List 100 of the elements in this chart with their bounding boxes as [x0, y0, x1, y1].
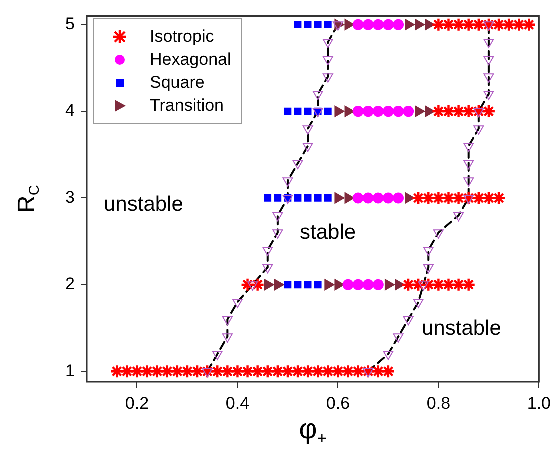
point	[425, 19, 436, 31]
point	[332, 22, 344, 31]
point	[393, 192, 404, 204]
point	[415, 106, 426, 118]
point	[484, 38, 494, 48]
point	[454, 212, 464, 222]
point	[413, 299, 424, 308]
point	[272, 230, 284, 239]
point	[393, 19, 404, 30]
x-tick-label: 0.4	[226, 394, 250, 413]
point	[484, 74, 494, 83]
point	[464, 194, 474, 204]
point	[302, 126, 314, 135]
point	[314, 194, 322, 202]
point	[264, 194, 272, 202]
point	[304, 21, 312, 29]
point	[403, 316, 414, 326]
point	[212, 351, 223, 360]
point	[425, 106, 436, 118]
point	[312, 90, 324, 100]
point	[282, 178, 294, 187]
point	[284, 108, 292, 116]
point	[484, 22, 494, 31]
y-tick-label: 4	[66, 101, 75, 120]
y-tick-label: 1	[66, 361, 75, 380]
point	[294, 194, 302, 202]
point	[433, 230, 444, 239]
point	[222, 334, 233, 343]
point	[322, 56, 334, 66]
point	[334, 192, 345, 204]
point	[474, 126, 484, 135]
x-tick-label: 1.0	[527, 394, 552, 413]
point	[382, 106, 394, 118]
point	[272, 212, 284, 222]
point	[372, 106, 384, 118]
point	[282, 194, 294, 204]
point	[393, 334, 404, 343]
point	[304, 281, 312, 289]
y-tick-label: 3	[66, 188, 75, 207]
x-tick-label: 0.2	[125, 394, 150, 413]
point	[405, 19, 416, 31]
point	[324, 108, 332, 116]
annotation: unstable	[422, 316, 502, 342]
point	[314, 21, 322, 29]
point	[464, 178, 474, 187]
legend-label: Isotropic	[150, 26, 214, 46]
point	[352, 192, 364, 204]
point	[322, 74, 334, 83]
point	[352, 279, 364, 290]
annotation: unstable	[104, 192, 184, 218]
point	[274, 194, 282, 202]
point	[372, 279, 384, 290]
point	[262, 246, 274, 256]
point	[202, 368, 213, 378]
point	[423, 264, 434, 274]
x-tick-label: 0.6	[326, 394, 350, 413]
point	[232, 299, 243, 308]
point	[314, 281, 322, 289]
point	[362, 106, 374, 118]
point	[352, 19, 364, 30]
point	[342, 279, 354, 290]
point	[324, 21, 332, 29]
y-tick-label: 2	[66, 274, 75, 294]
point	[423, 246, 434, 256]
point	[372, 19, 384, 30]
point	[362, 19, 374, 30]
point	[284, 281, 292, 289]
legend-label: Square	[150, 72, 205, 92]
point	[294, 281, 302, 289]
point	[274, 279, 284, 291]
point	[294, 21, 302, 29]
point	[322, 38, 334, 48]
point	[415, 19, 426, 31]
point	[418, 282, 429, 291]
point	[382, 192, 394, 204]
point	[363, 368, 374, 378]
point	[222, 316, 233, 326]
x-tick-label: 0.8	[426, 394, 451, 413]
point	[362, 192, 374, 204]
point	[362, 279, 374, 290]
point	[312, 108, 324, 118]
point	[484, 56, 494, 66]
point	[403, 106, 414, 118]
point	[393, 106, 404, 118]
y-axis-title: RC	[14, 185, 44, 213]
point	[294, 108, 302, 116]
point	[262, 264, 274, 274]
point	[302, 142, 314, 152]
point	[304, 194, 312, 202]
point	[248, 282, 258, 291]
point	[464, 160, 474, 170]
point	[383, 351, 394, 360]
legend-label: Transition	[150, 96, 224, 116]
point	[352, 106, 364, 118]
point	[474, 108, 484, 118]
point	[372, 192, 384, 204]
legend-label: Hexagonal	[150, 50, 232, 70]
annotation: stable	[300, 220, 356, 246]
y-tick-label: 5	[66, 14, 75, 34]
point	[384, 279, 395, 291]
